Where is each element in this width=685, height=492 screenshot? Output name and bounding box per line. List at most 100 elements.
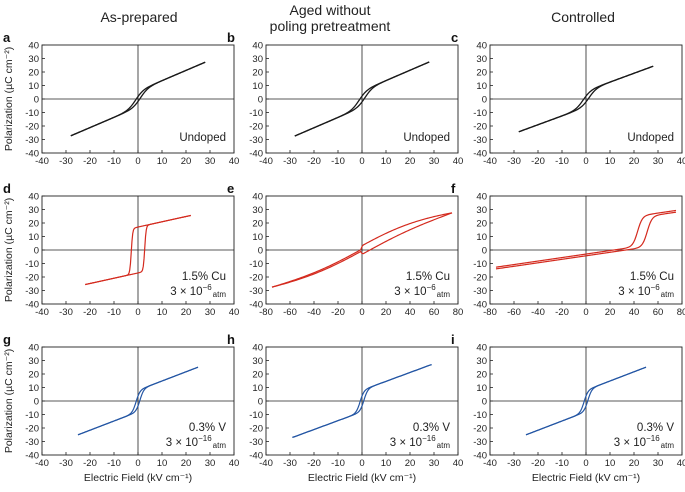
y-tick-label: -10 xyxy=(25,259,39,270)
panel-letter-g: g xyxy=(3,332,11,347)
y-tick-label: 20 xyxy=(28,67,39,78)
y-tick-label: -30 xyxy=(249,286,263,297)
y-tick-label: -30 xyxy=(249,437,263,448)
column-title-aged: Aged without xyxy=(290,2,371,18)
composition-label: Undoped xyxy=(179,132,226,144)
oxygen-pressure-label: 3 × 10−6atm xyxy=(170,283,226,299)
panel-letter-e: e xyxy=(227,181,234,196)
x-tick-label: 0 xyxy=(359,156,364,167)
y-tick-label: 20 xyxy=(28,369,39,380)
y-tick-label: 30 xyxy=(476,356,487,367)
x-tick-label: -30 xyxy=(59,156,73,167)
y-tick-label: 40 xyxy=(252,342,263,353)
x-tick-label: -20 xyxy=(307,458,321,469)
y-tick-label: 20 xyxy=(252,369,263,380)
y-tick-label: 30 xyxy=(28,205,39,216)
x-tick-label: 30 xyxy=(205,458,216,469)
x-tick-label: -20 xyxy=(555,307,569,318)
y-tick-label: -10 xyxy=(473,259,487,270)
column-title-as-prepared: As-prepared xyxy=(100,9,177,25)
x-tick-label: -30 xyxy=(59,458,73,469)
y-tick-label: -40 xyxy=(25,299,39,310)
oxygen-pressure-label: 3 × 10−6atm xyxy=(394,283,450,299)
x-tick-label: 40 xyxy=(229,156,240,167)
y-tick-label: 0 xyxy=(482,396,487,407)
panel-i: -40 -30 -20 -10 0 10 20 30 40 -40 -30 -20 -10 0 10 20 30… xyxy=(451,332,685,484)
y-tick-label: 30 xyxy=(28,54,39,65)
y-axis-label: Polarization (µC cm⁻²) xyxy=(3,198,15,302)
panel-b: -40 -30 -20 -10 0 10 20 30 40 -40 -30 -20 -10 0 10 20 30… xyxy=(227,30,463,167)
x-tick-label: 0 xyxy=(135,307,140,318)
x-tick-label: -10 xyxy=(555,458,569,469)
x-tick-label: -20 xyxy=(531,458,545,469)
x-tick-label: -40 xyxy=(259,458,273,469)
y-tick-label: 20 xyxy=(476,67,487,78)
oxygen-pressure-label: 3 × 10−6atm xyxy=(618,283,674,299)
x-axis-label: Electric Field (kV cm⁻¹) xyxy=(308,472,416,484)
y-tick-label: -20 xyxy=(473,121,487,132)
x-tick-label: -30 xyxy=(507,156,521,167)
panel-letter-a: a xyxy=(3,30,11,45)
x-tick-label: 40 xyxy=(629,307,640,318)
y-tick-label: -30 xyxy=(473,437,487,448)
y-tick-label: 40 xyxy=(28,342,39,353)
y-tick-label: 20 xyxy=(252,218,263,229)
y-tick-label: 30 xyxy=(252,54,263,65)
panel-letter-i: i xyxy=(451,332,455,347)
panel-grid: -40 -30 -20 -10 0 10 20 30 40 -40 -30 -20 -10 0 10 20 30… xyxy=(3,30,685,484)
x-tick-label: 30 xyxy=(653,458,664,469)
x-tick-label: -20 xyxy=(531,156,545,167)
x-tick-label: 10 xyxy=(381,458,392,469)
y-tick-label: -20 xyxy=(473,423,487,434)
x-tick-label: 30 xyxy=(653,156,664,167)
composition-label: Undoped xyxy=(403,132,450,144)
y-tick-label: 0 xyxy=(258,245,263,256)
x-axis-label: Electric Field (kV cm⁻¹) xyxy=(532,472,640,484)
x-tick-label: 40 xyxy=(405,307,416,318)
composition-label: 1.5% Cu xyxy=(406,271,450,283)
panel-h: -40 -30 -20 -10 0 10 20 30 40 -40 -30 -20 -10 0 10 20 30… xyxy=(227,332,463,484)
y-tick-label: 0 xyxy=(34,396,39,407)
y-tick-label: -20 xyxy=(249,121,263,132)
x-tick-label: 40 xyxy=(453,458,464,469)
x-tick-label: 40 xyxy=(229,458,240,469)
y-tick-label: -40 xyxy=(25,148,39,159)
y-tick-label: -10 xyxy=(249,108,263,119)
y-tick-label: 30 xyxy=(476,205,487,216)
x-tick-label: 40 xyxy=(677,156,685,167)
x-axis-label: Electric Field (kV cm⁻¹) xyxy=(84,472,192,484)
x-tick-label: 0 xyxy=(583,458,588,469)
x-tick-label: -10 xyxy=(107,458,121,469)
composition-label: 0.3% V xyxy=(189,422,226,434)
y-tick-label: -40 xyxy=(249,148,263,159)
loop-branch-descending xyxy=(85,214,191,286)
x-tick-label: -30 xyxy=(283,458,297,469)
x-tick-label: 20 xyxy=(405,458,416,469)
composition-label: 0.3% V xyxy=(413,422,450,434)
x-tick-label: -60 xyxy=(283,307,297,318)
y-tick-label: -20 xyxy=(473,272,487,283)
x-tick-label: -40 xyxy=(483,458,497,469)
y-tick-label: -20 xyxy=(25,423,39,434)
y-tick-label: 0 xyxy=(482,245,487,256)
panel-c: -40 -30 -20 -10 0 10 20 30 40 -40 -30 -20 -10 0 10 20 30… xyxy=(451,30,685,167)
x-tick-label: 30 xyxy=(429,458,440,469)
x-tick-label: 80 xyxy=(677,307,685,318)
x-tick-label: -80 xyxy=(483,307,497,318)
y-tick-label: 10 xyxy=(476,383,487,394)
x-tick-label: 0 xyxy=(583,156,588,167)
y-tick-label: 40 xyxy=(252,40,263,51)
panel-letter-d: d xyxy=(3,181,11,196)
y-tick-label: 40 xyxy=(476,342,487,353)
y-tick-label: 30 xyxy=(476,54,487,65)
y-tick-label: -10 xyxy=(25,410,39,421)
x-tick-label: 60 xyxy=(429,307,440,318)
y-tick-label: -20 xyxy=(249,423,263,434)
y-tick-label: -40 xyxy=(249,299,263,310)
loop-branch-descending xyxy=(518,65,654,133)
oxygen-pressure-label: 3 × 10−16atm xyxy=(390,434,451,450)
y-tick-label: -10 xyxy=(249,410,263,421)
panel-g: -40 -30 -20 -10 0 10 20 30 40 -40 -30 -20 -10 0 10 20 30… xyxy=(3,332,239,484)
y-tick-label: 10 xyxy=(28,81,39,92)
y-tick-label: 40 xyxy=(28,40,39,51)
